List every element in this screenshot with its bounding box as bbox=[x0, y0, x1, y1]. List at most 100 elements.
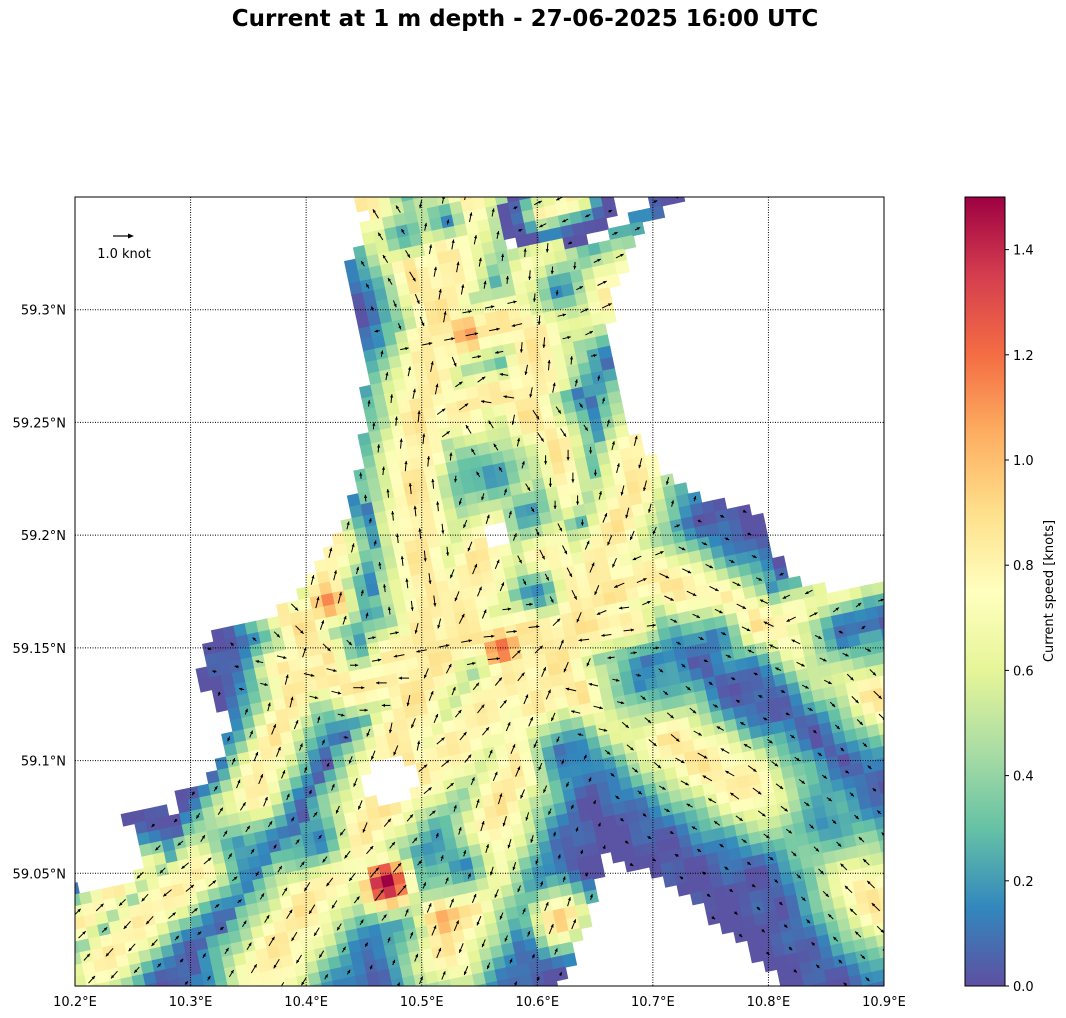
speed-cell bbox=[296, 586, 312, 602]
speed-cell bbox=[424, 911, 440, 927]
speed-cell bbox=[737, 562, 753, 578]
speed-cell bbox=[457, 904, 473, 920]
speed-cell bbox=[421, 735, 437, 751]
speed-cell bbox=[880, 792, 884, 807]
speed-cell bbox=[156, 815, 172, 831]
speed-cell bbox=[821, 956, 837, 972]
speed-cell bbox=[248, 913, 264, 929]
speed-cell bbox=[462, 703, 478, 719]
current-arrow bbox=[890, 876, 897, 883]
speed-cell bbox=[538, 287, 554, 303]
speed-cell bbox=[445, 848, 461, 864]
speed-cell bbox=[99, 933, 115, 949]
speed-cell bbox=[555, 589, 571, 605]
speed-cell bbox=[505, 353, 521, 369]
speed-cell bbox=[714, 673, 730, 689]
speed-cell bbox=[588, 359, 604, 375]
speed-cell bbox=[742, 914, 758, 930]
speed-cell bbox=[716, 684, 732, 700]
speed-cell bbox=[307, 971, 323, 986]
speed-cell bbox=[444, 343, 460, 358]
speed-cell bbox=[306, 854, 322, 870]
speed-cell bbox=[695, 583, 711, 599]
speed-cell bbox=[756, 817, 772, 833]
speed-cell bbox=[687, 714, 703, 730]
speed-cell bbox=[485, 980, 500, 986]
speed-cell bbox=[113, 942, 129, 958]
speed-cell bbox=[662, 872, 678, 888]
speed-cell bbox=[757, 652, 773, 668]
speed-cell bbox=[273, 978, 288, 986]
speed-cell bbox=[468, 843, 484, 859]
speed-cell bbox=[578, 255, 594, 271]
speed-cell bbox=[422, 959, 438, 974]
speed-cell bbox=[605, 602, 621, 618]
speed-cell bbox=[530, 197, 546, 211]
speed-cell bbox=[358, 549, 374, 565]
y-tick-label: 59.05°N bbox=[13, 867, 66, 882]
speed-cell bbox=[264, 769, 280, 785]
speed-cell bbox=[263, 651, 279, 667]
speed-cell bbox=[503, 400, 519, 416]
speed-cell bbox=[740, 574, 756, 589]
speed-cell bbox=[278, 836, 294, 852]
speed-cell bbox=[734, 657, 750, 673]
speed-cell bbox=[676, 552, 692, 568]
speed-cell bbox=[504, 682, 520, 698]
speed-cell bbox=[494, 743, 510, 759]
speed-cell bbox=[537, 946, 553, 962]
speed-cell bbox=[476, 383, 492, 399]
speed-cell bbox=[886, 649, 901, 664]
y-tick-label: 59.15°N bbox=[13, 642, 66, 657]
speed-cell bbox=[306, 913, 322, 929]
speed-cell bbox=[743, 867, 759, 883]
speed-cell bbox=[578, 808, 594, 824]
speed-cell bbox=[558, 495, 574, 510]
speed-cell bbox=[691, 678, 707, 694]
speed-cell bbox=[422, 794, 438, 810]
speed-cell bbox=[162, 955, 178, 971]
speed-cell bbox=[146, 876, 162, 892]
speed-cell bbox=[422, 406, 438, 422]
speed-cell bbox=[400, 799, 416, 815]
speed-cell bbox=[399, 352, 415, 368]
speed-cell bbox=[410, 679, 425, 695]
speed-cell bbox=[539, 957, 555, 973]
speed-cell bbox=[173, 894, 189, 910]
speed-cell bbox=[330, 966, 345, 982]
speed-cell bbox=[563, 294, 579, 310]
speed-cell bbox=[580, 596, 596, 612]
speed-cell bbox=[299, 656, 315, 671]
speed-cell bbox=[478, 559, 494, 575]
speed-cell bbox=[583, 830, 599, 846]
speed-cell bbox=[390, 366, 406, 382]
speed-cell bbox=[425, 253, 441, 268]
speed-cell bbox=[366, 806, 382, 822]
speed-cell bbox=[662, 484, 678, 500]
speed-cell bbox=[552, 743, 568, 759]
speed-cell bbox=[574, 291, 590, 307]
speed-cell bbox=[502, 283, 518, 299]
speed-cell bbox=[444, 954, 460, 970]
speed-cell bbox=[408, 562, 424, 578]
speed-cell bbox=[576, 855, 592, 871]
speed-cell bbox=[879, 734, 884, 748]
speed-cell bbox=[598, 239, 614, 255]
speed-cell bbox=[75, 925, 76, 931]
speed-cell bbox=[539, 405, 555, 420]
speed-cell bbox=[452, 435, 468, 451]
speed-cell bbox=[609, 179, 624, 194]
speed-cell bbox=[554, 472, 570, 488]
speed-cell bbox=[792, 598, 808, 614]
current-arrow bbox=[67, 982, 72, 987]
speed-cell bbox=[277, 719, 293, 735]
speed-cell bbox=[535, 441, 551, 457]
colorbar-label: Current speed [knots] bbox=[1042, 520, 1057, 662]
speed-cell bbox=[504, 459, 520, 475]
speed-cell bbox=[818, 721, 834, 737]
current-arrow bbox=[391, 183, 395, 190]
speed-cell bbox=[226, 812, 242, 828]
speed-cell bbox=[195, 666, 211, 682]
speed-cell bbox=[718, 802, 734, 818]
speed-cell bbox=[424, 197, 431, 199]
